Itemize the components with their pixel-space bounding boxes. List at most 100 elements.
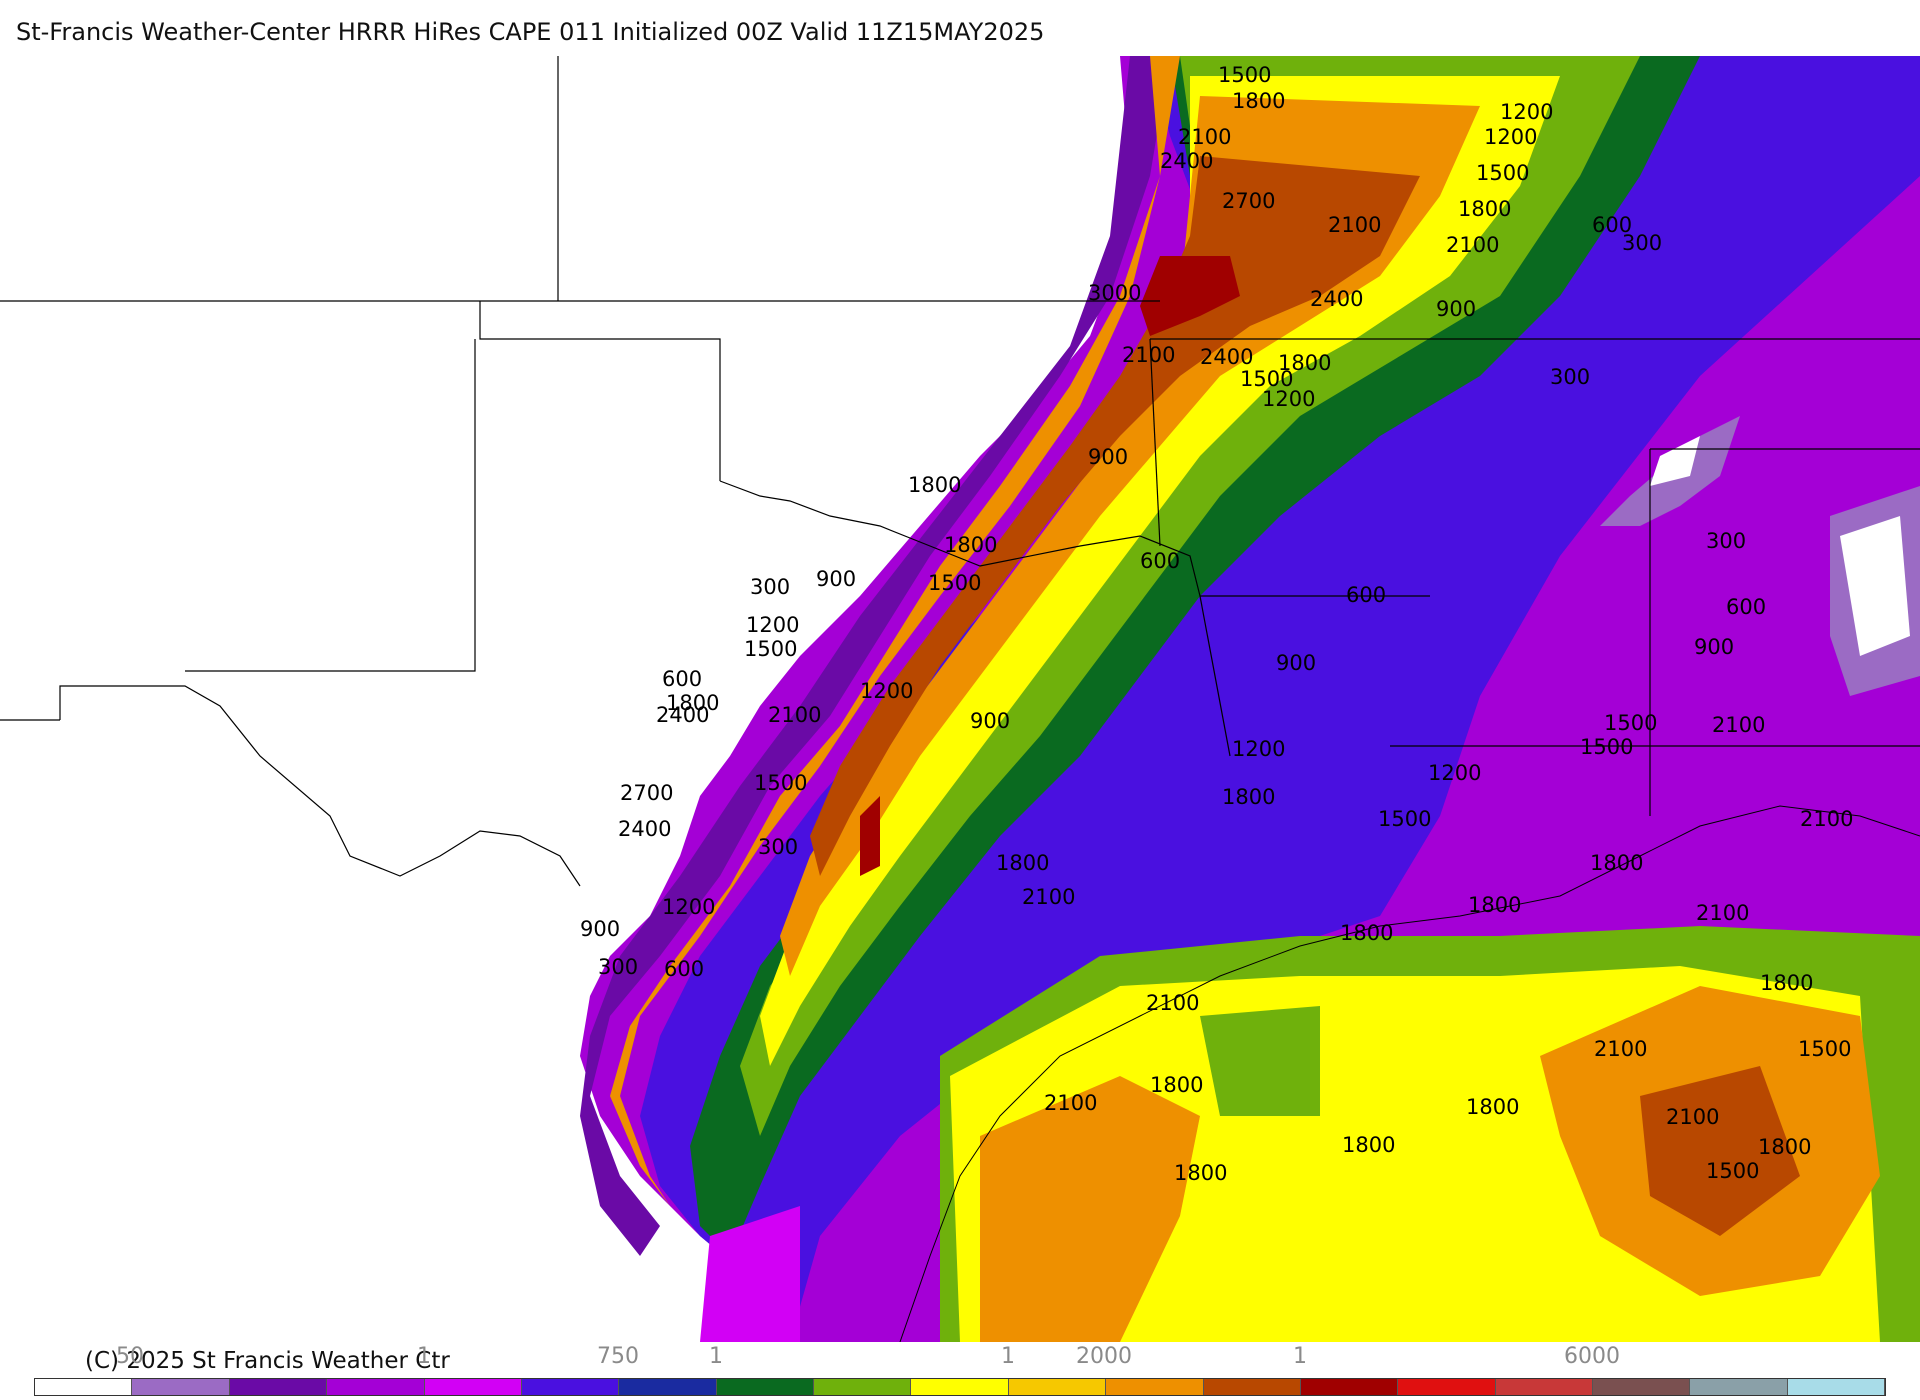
legend-swatch <box>35 1379 133 1395</box>
cape-map: 1500 1800 1200 2100 1200 2400 1500 2700 … <box>0 56 1920 1342</box>
contour-label: 2100 <box>768 703 821 727</box>
contour-label: 2100 <box>1022 885 1075 909</box>
contour-label: 600 <box>662 667 702 691</box>
contour-label: 1200 <box>1484 125 1537 149</box>
contour-label: 1800 <box>1174 1161 1227 1185</box>
legend-swatch <box>521 1379 620 1395</box>
contour-label: 1800 <box>1458 197 1511 221</box>
contour-label: 1500 <box>1706 1159 1759 1183</box>
contour-label: 2400 <box>656 703 709 727</box>
contour-label: 2100 <box>1696 901 1749 925</box>
legend-tick-label: 50 <box>116 1344 144 1369</box>
contour-label: 2100 <box>1800 807 1853 831</box>
contour-label: 1800 <box>1340 921 1393 945</box>
legend-swatch <box>132 1379 230 1395</box>
contour-label: 300 <box>750 575 790 599</box>
legend-tick-label: 2000 <box>1076 1344 1132 1369</box>
contour-label: 1800 <box>1758 1135 1811 1159</box>
contour-label: 1500 <box>754 771 807 795</box>
contour-label: 1200 <box>662 895 715 919</box>
contour-label: 2700 <box>1222 189 1275 213</box>
contour-label: 2100 <box>1122 343 1175 367</box>
contour-label: 1800 <box>1222 785 1275 809</box>
contour-label: 900 <box>1436 297 1476 321</box>
contour-label: 600 <box>1140 549 1180 573</box>
contour-label: 1500 <box>1476 161 1529 185</box>
contour-label: 1500 <box>928 571 981 595</box>
legend-swatch <box>911 1379 1009 1395</box>
contour-label: 600 <box>664 957 704 981</box>
contour-label: 900 <box>816 567 856 591</box>
contour-label: 1800 <box>1760 971 1813 995</box>
contour-label: 1200 <box>1428 761 1481 785</box>
coastline <box>899 805 1920 1342</box>
legend-swatch <box>327 1379 425 1395</box>
contour-label: 900 <box>970 709 1010 733</box>
contour-label: 1200 <box>1262 387 1315 411</box>
legend-swatch <box>814 1379 912 1395</box>
contour-label: 1800 <box>1232 89 1285 113</box>
legend-tick-label: 6000 <box>1564 1344 1620 1369</box>
legend-swatch <box>1787 1379 1886 1395</box>
contour-label: 2400 <box>1200 345 1253 369</box>
contour-label: 2100 <box>1446 233 1499 257</box>
contour-label: 1500 <box>1798 1037 1851 1061</box>
legend-swatch <box>1593 1379 1691 1395</box>
contour-label: 2400 <box>1160 149 1213 173</box>
contour-label: 2100 <box>1328 213 1381 237</box>
contour-label: 1500 <box>1580 735 1633 759</box>
contour-label: 900 <box>580 917 620 941</box>
contour-label: 1800 <box>908 473 961 497</box>
legend-swatch <box>1203 1379 1301 1395</box>
contour-label: 900 <box>1694 635 1734 659</box>
contour-label: 900 <box>1088 445 1128 469</box>
contour-label: 1800 <box>1468 893 1521 917</box>
legend-swatch <box>1690 1379 1788 1395</box>
legend-tick-label: 1 <box>1293 1344 1307 1369</box>
contour-label: 300 <box>598 955 638 979</box>
contour-label: 2100 <box>1666 1105 1719 1129</box>
contour-label: 1500 <box>1378 807 1431 831</box>
contour-label: 1500 <box>744 637 797 661</box>
color-legend <box>34 1378 1886 1396</box>
contour-label: 1800 <box>1150 1073 1203 1097</box>
contour-label: 2100 <box>1712 713 1765 737</box>
contour-label: 1500 <box>1218 63 1271 87</box>
contour-label: 1800 <box>1590 851 1643 875</box>
contour-label: 1800 <box>944 533 997 557</box>
legend-swatch <box>619 1379 717 1395</box>
legend-swatch <box>1398 1379 1496 1395</box>
contour-label: 1800 <box>666 691 719 715</box>
contour-label: 300 <box>1706 529 1746 553</box>
contour-label: 2100 <box>1044 1091 1097 1115</box>
contour-label: 300 <box>1622 231 1662 255</box>
contour-label: 2400 <box>618 817 671 841</box>
contour-label: 2700 <box>620 781 673 805</box>
contour-label: 300 <box>758 835 798 859</box>
legend-tick-label: 750 <box>597 1344 639 1369</box>
cape-field <box>580 56 1920 1342</box>
contour-label: 1200 <box>1500 100 1553 124</box>
contour-label: 600 <box>1346 583 1386 607</box>
legend-swatch <box>1106 1379 1204 1395</box>
contour-label: 1800 <box>996 851 1049 875</box>
contour-label: 2100 <box>1178 125 1231 149</box>
contour-label: 2100 <box>1146 991 1199 1015</box>
contour-label: 1200 <box>860 679 913 703</box>
state-boundaries <box>0 56 1920 887</box>
legend-tick-label: 1 <box>417 1344 431 1369</box>
contour-label: 600 <box>1592 213 1632 237</box>
contour-label: 1800 <box>1278 351 1331 375</box>
contour-label: 600 <box>1726 595 1766 619</box>
contour-label: 2400 <box>1310 287 1363 311</box>
legend-tick-label: 1 <box>709 1344 723 1369</box>
legend-swatch <box>1008 1379 1107 1395</box>
contour-label: 1800 <box>1466 1095 1519 1119</box>
contour-label: 300 <box>1550 365 1590 389</box>
contour-label: 900 <box>1276 651 1316 675</box>
legend-tick-label: 1 <box>1001 1344 1015 1369</box>
contour-label: 1200 <box>1232 737 1285 761</box>
contour-label: 2100 <box>1594 1037 1647 1061</box>
legend-swatch <box>424 1379 522 1395</box>
contour-label: 1500 <box>1604 711 1657 735</box>
